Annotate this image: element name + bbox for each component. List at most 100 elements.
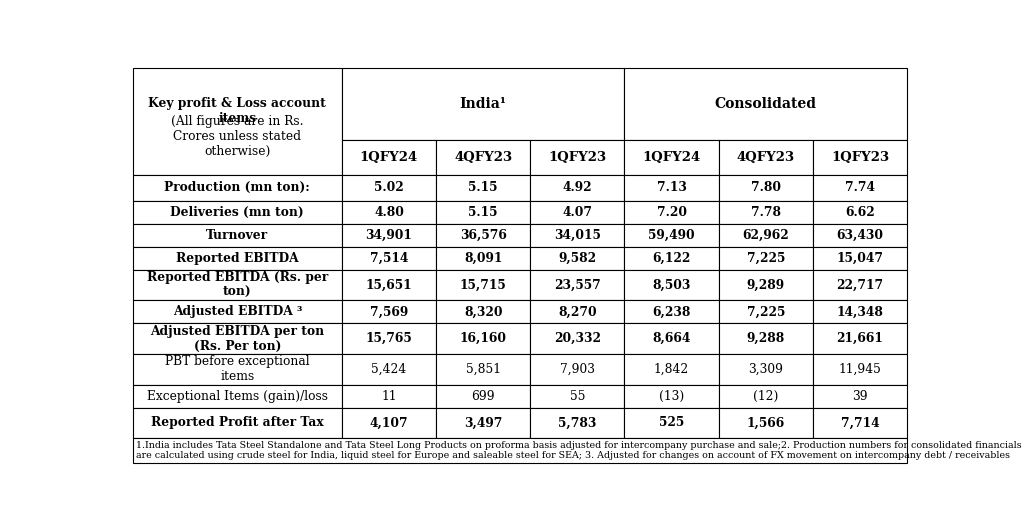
Bar [342,175,436,201]
Text: 34,901: 34,901 [366,229,412,242]
Bar [719,175,813,201]
Text: Adjusted EBITDA per ton
(Rs. Per ton): Adjusted EBITDA per ton (Rs. Per ton) [150,325,324,353]
Bar [436,324,530,354]
Bar [133,175,342,201]
Bar [133,438,907,463]
Bar [436,141,530,175]
Text: 1QFY23: 1QFY23 [831,151,889,164]
Text: 4.92: 4.92 [562,181,592,194]
Bar [624,354,719,385]
Bar [530,175,624,201]
Bar [813,201,907,224]
Text: Adjusted EBITDA ³: Adjusted EBITDA ³ [173,306,302,318]
Text: Reported Profit after Tax: Reported Profit after Tax [151,417,323,430]
Bar [436,224,530,247]
Bar [342,324,436,354]
Text: 6,122: 6,122 [652,252,691,265]
Text: 11,945: 11,945 [838,363,882,376]
Text: 5,424: 5,424 [372,363,407,376]
Bar [719,385,813,408]
Bar [133,354,342,385]
Text: 20,332: 20,332 [554,332,600,345]
Bar [624,324,719,354]
Text: Deliveries (mn ton): Deliveries (mn ton) [171,206,304,219]
Bar [813,300,907,324]
Text: 3,497: 3,497 [464,417,503,430]
Text: Reported EBITDA: Reported EBITDA [176,252,299,265]
Text: Key profit & Loss account
items: Key profit & Loss account items [148,98,327,126]
Text: 23,557: 23,557 [554,279,600,292]
Text: 7,714: 7,714 [840,417,880,430]
Bar [133,247,342,270]
Text: 62,962: 62,962 [743,229,789,242]
Text: 8,503: 8,503 [652,279,691,292]
Bar [624,224,719,247]
Text: 6,238: 6,238 [652,306,691,318]
Bar [719,224,813,247]
Text: 8,270: 8,270 [558,306,596,318]
Text: India¹: India¹ [459,97,507,111]
Text: 55: 55 [570,390,585,403]
Text: 16,160: 16,160 [459,332,507,345]
Bar [436,247,530,270]
Bar [342,201,436,224]
Bar [813,270,907,300]
Bar [342,270,436,300]
Bar [624,300,719,324]
Bar [436,385,530,408]
Bar [813,324,907,354]
Bar [342,385,436,408]
Text: 4.80: 4.80 [374,206,404,219]
Text: 7.20: 7.20 [656,206,687,219]
Bar [133,224,342,247]
Text: 9,288: 9,288 [747,332,785,345]
Bar [719,270,813,300]
Text: 1,566: 1,566 [747,417,785,430]
Bar [813,385,907,408]
Bar [436,175,530,201]
Bar [624,270,719,300]
Text: (12): (12) [753,390,779,403]
Bar [624,141,719,175]
Bar [530,141,624,175]
Text: 3,309: 3,309 [748,363,783,376]
Text: 4,107: 4,107 [370,417,408,430]
Text: 7.80: 7.80 [751,181,781,194]
Text: 1,842: 1,842 [654,363,689,376]
Text: (13): (13) [659,390,684,403]
Text: 34,015: 34,015 [554,229,600,242]
Bar [813,175,907,201]
Text: 8,091: 8,091 [464,252,503,265]
Bar [133,300,342,324]
Text: 5.15: 5.15 [469,206,497,219]
Bar [133,270,342,300]
Bar [530,408,624,438]
Text: 7,225: 7,225 [747,252,785,265]
Bar [813,408,907,438]
Bar [624,385,719,408]
Bar [719,300,813,324]
Text: 15,715: 15,715 [459,279,507,292]
Bar [530,270,624,300]
Bar [719,141,813,175]
Text: 11: 11 [381,390,397,403]
Bar [624,68,907,141]
Text: 7,514: 7,514 [370,252,408,265]
Text: 7,903: 7,903 [560,363,595,376]
Bar [813,141,907,175]
Text: Turnover: Turnover [206,229,269,242]
Text: 14,348: 14,348 [836,306,884,318]
Bar [719,408,813,438]
Text: 4QFY23: 4QFY23 [736,151,795,164]
Text: 15,765: 15,765 [366,332,412,345]
Bar [530,324,624,354]
Bar [133,68,342,175]
Text: 59,490: 59,490 [648,229,695,242]
Bar [624,201,719,224]
Bar [342,354,436,385]
Bar [436,300,530,324]
Text: (All figures are in Rs.
Crores unless stated
otherwise): (All figures are in Rs. Crores unless st… [171,115,304,158]
Text: 22,717: 22,717 [836,279,884,292]
Text: 1QFY23: 1QFY23 [548,151,607,164]
Text: 1.India includes Tata Steel Standalone and Tata Steel Long Products on proforma : 1.India includes Tata Steel Standalone a… [136,441,1022,461]
